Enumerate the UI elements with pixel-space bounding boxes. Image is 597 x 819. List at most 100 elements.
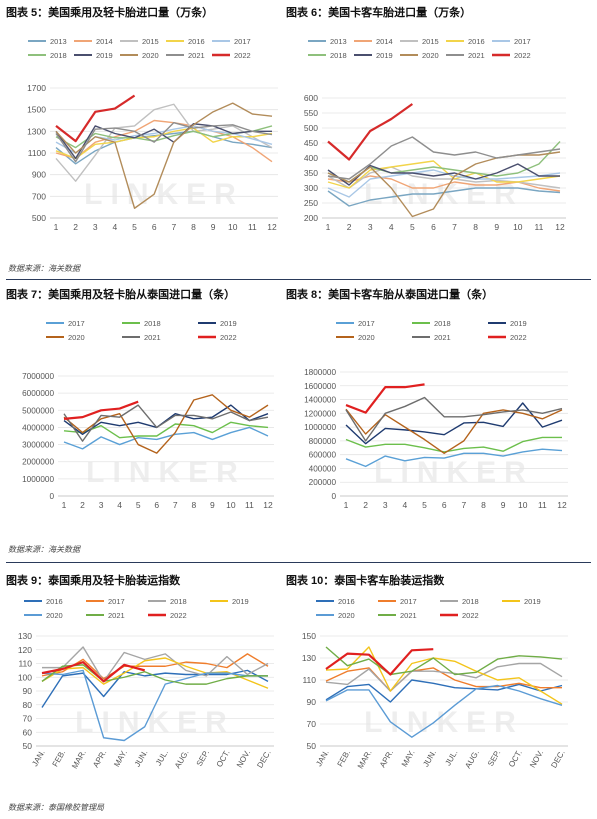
y-tick-label: 0 (49, 492, 54, 501)
x-tick-label: SEP. (195, 749, 211, 768)
watermark-logo: LINKER (86, 456, 246, 489)
legend-label: 2022 (170, 611, 187, 620)
series-line-2019 (63, 404, 269, 435)
y-tick-label: 70 (307, 719, 317, 729)
series-line-2021 (41, 664, 268, 685)
x-tick-label: 1 (344, 500, 349, 510)
y-tick-label: 110 (302, 675, 316, 685)
x-tick-label: 7 (173, 500, 178, 510)
y-tick-label: 0 (331, 492, 336, 501)
series-line-2017 (325, 667, 562, 692)
x-tick-label: 6 (154, 500, 159, 510)
y-tick-label: 50 (23, 741, 33, 751)
x-tick-label: 4 (113, 222, 118, 232)
chart-title: 图表 9：泰国乘用及轻卡胎装运指数 (6, 575, 181, 587)
legend-label: 2016 (188, 37, 205, 46)
y-tick-label: 60 (23, 727, 33, 737)
series-line-2015 (327, 166, 561, 189)
x-tick-label: 12 (263, 500, 273, 510)
series-line-2022 (55, 94, 136, 143)
y-tick-label: 250 (304, 198, 318, 208)
series-line-2021 (325, 646, 563, 676)
series-line-2015 (55, 103, 273, 182)
chart-title: 图表 10：泰国卡客车胎装运指数 (286, 575, 445, 587)
x-tick-label: 6 (152, 222, 157, 232)
x-tick-label: 5 (410, 222, 415, 232)
y-tick-label: 200 (304, 213, 318, 223)
x-tick-label: 12 (555, 222, 565, 232)
y-tick-label: 50 (307, 741, 317, 751)
y-tick-label: 120 (18, 645, 32, 655)
legend-label: 2018 (144, 319, 161, 328)
x-tick-label: JUN. (421, 749, 438, 769)
x-tick-label: AUG. (463, 749, 481, 770)
x-tick-label: 1 (54, 222, 59, 232)
legend-label: 2017 (234, 37, 251, 46)
y-tick-label: 600000 (309, 451, 337, 460)
x-tick-label: 5 (132, 222, 137, 232)
series-line-2017 (41, 653, 269, 680)
series-line-2018 (325, 662, 563, 692)
y-tick-label: 400 (304, 153, 318, 163)
x-tick-label: OCT. (215, 749, 232, 769)
x-tick-label: 9 (494, 222, 499, 232)
x-tick-label: 2 (347, 222, 352, 232)
x-tick-label: 5 (422, 500, 427, 510)
legend-label: 2016 (46, 597, 63, 606)
x-tick-label: 11 (538, 500, 547, 510)
x-tick-label: 10 (226, 500, 236, 510)
legend-label: 2018 (462, 597, 479, 606)
series-line-2021 (327, 136, 561, 180)
x-tick-label: 11 (245, 500, 254, 510)
x-tick-label: JUN. (133, 749, 150, 769)
x-tick-label: 11 (248, 222, 257, 232)
chart-panel-fig7: 图表 7：美国乘用及轻卡胎从泰国进口量（条） LINKER 0 1000000 200… (6, 286, 280, 536)
y-tick-label: 600 (304, 93, 318, 103)
x-tick-label: 1 (62, 500, 67, 510)
legend-label: 2017 (400, 597, 417, 606)
x-tick-label: APR. (91, 749, 108, 770)
y-tick-label: 1500 (27, 105, 46, 115)
x-tick-label: JAN. (314, 749, 330, 769)
series-line-2021 (63, 404, 269, 442)
legend-label: 2013 (330, 37, 347, 46)
x-tick-label: 1 (326, 222, 331, 232)
x-tick-label: DEC. (549, 749, 566, 770)
legend-label: 2021 (434, 333, 451, 342)
legend-label: 2022 (510, 333, 527, 342)
series-line-2016 (55, 127, 273, 160)
series-line-2021 (55, 121, 273, 163)
legend-label: 2018 (170, 597, 187, 606)
x-tick-label: 3 (93, 222, 98, 232)
series-line-2020 (325, 684, 563, 738)
y-tick-label: 500 (304, 123, 318, 133)
y-tick-label: 150 (302, 631, 316, 641)
legend-label: 2016 (468, 37, 485, 46)
series-line-2022 (327, 103, 414, 161)
x-tick-label: 4 (389, 222, 394, 232)
y-tick-label: 450 (304, 138, 318, 148)
source-note: 数据来源：海关数据 (8, 264, 80, 273)
chart-title: 图表 7：美国乘用及轻卡胎从泰国进口量（条） (6, 289, 236, 301)
source-note: 数据来源：泰国橡胶管理局 (8, 803, 104, 812)
x-tick-label: JUL. (443, 749, 459, 768)
series-line-2017 (327, 169, 561, 198)
y-tick-label: 1700 (27, 83, 46, 93)
series-line-2019 (325, 646, 563, 705)
series-line-2021 (345, 396, 563, 442)
legend-label: 2020 (142, 51, 159, 60)
y-tick-label: 100 (18, 672, 32, 682)
x-tick-label: MAR. (70, 749, 88, 771)
y-tick-label: 200000 (309, 478, 337, 487)
series-line-2022 (325, 648, 434, 676)
section-divider (6, 562, 591, 563)
x-tick-label: JUL. (154, 749, 170, 768)
legend-label: 2019 (232, 597, 249, 606)
y-tick-label: 2000000 (22, 458, 54, 467)
chart-svg: LINKER 0 1000000 2000000 3000000 4000000 50000… (22, 319, 274, 510)
x-tick-label: MAY. (112, 749, 129, 769)
x-tick-label: MAR. (356, 749, 374, 771)
chart-svg: LINKER 50 60 70 80 90 100 110 120 130 JAN. FEB. MAR.… (18, 597, 274, 771)
series-line-2022 (63, 400, 139, 420)
x-tick-label: 8 (473, 222, 478, 232)
